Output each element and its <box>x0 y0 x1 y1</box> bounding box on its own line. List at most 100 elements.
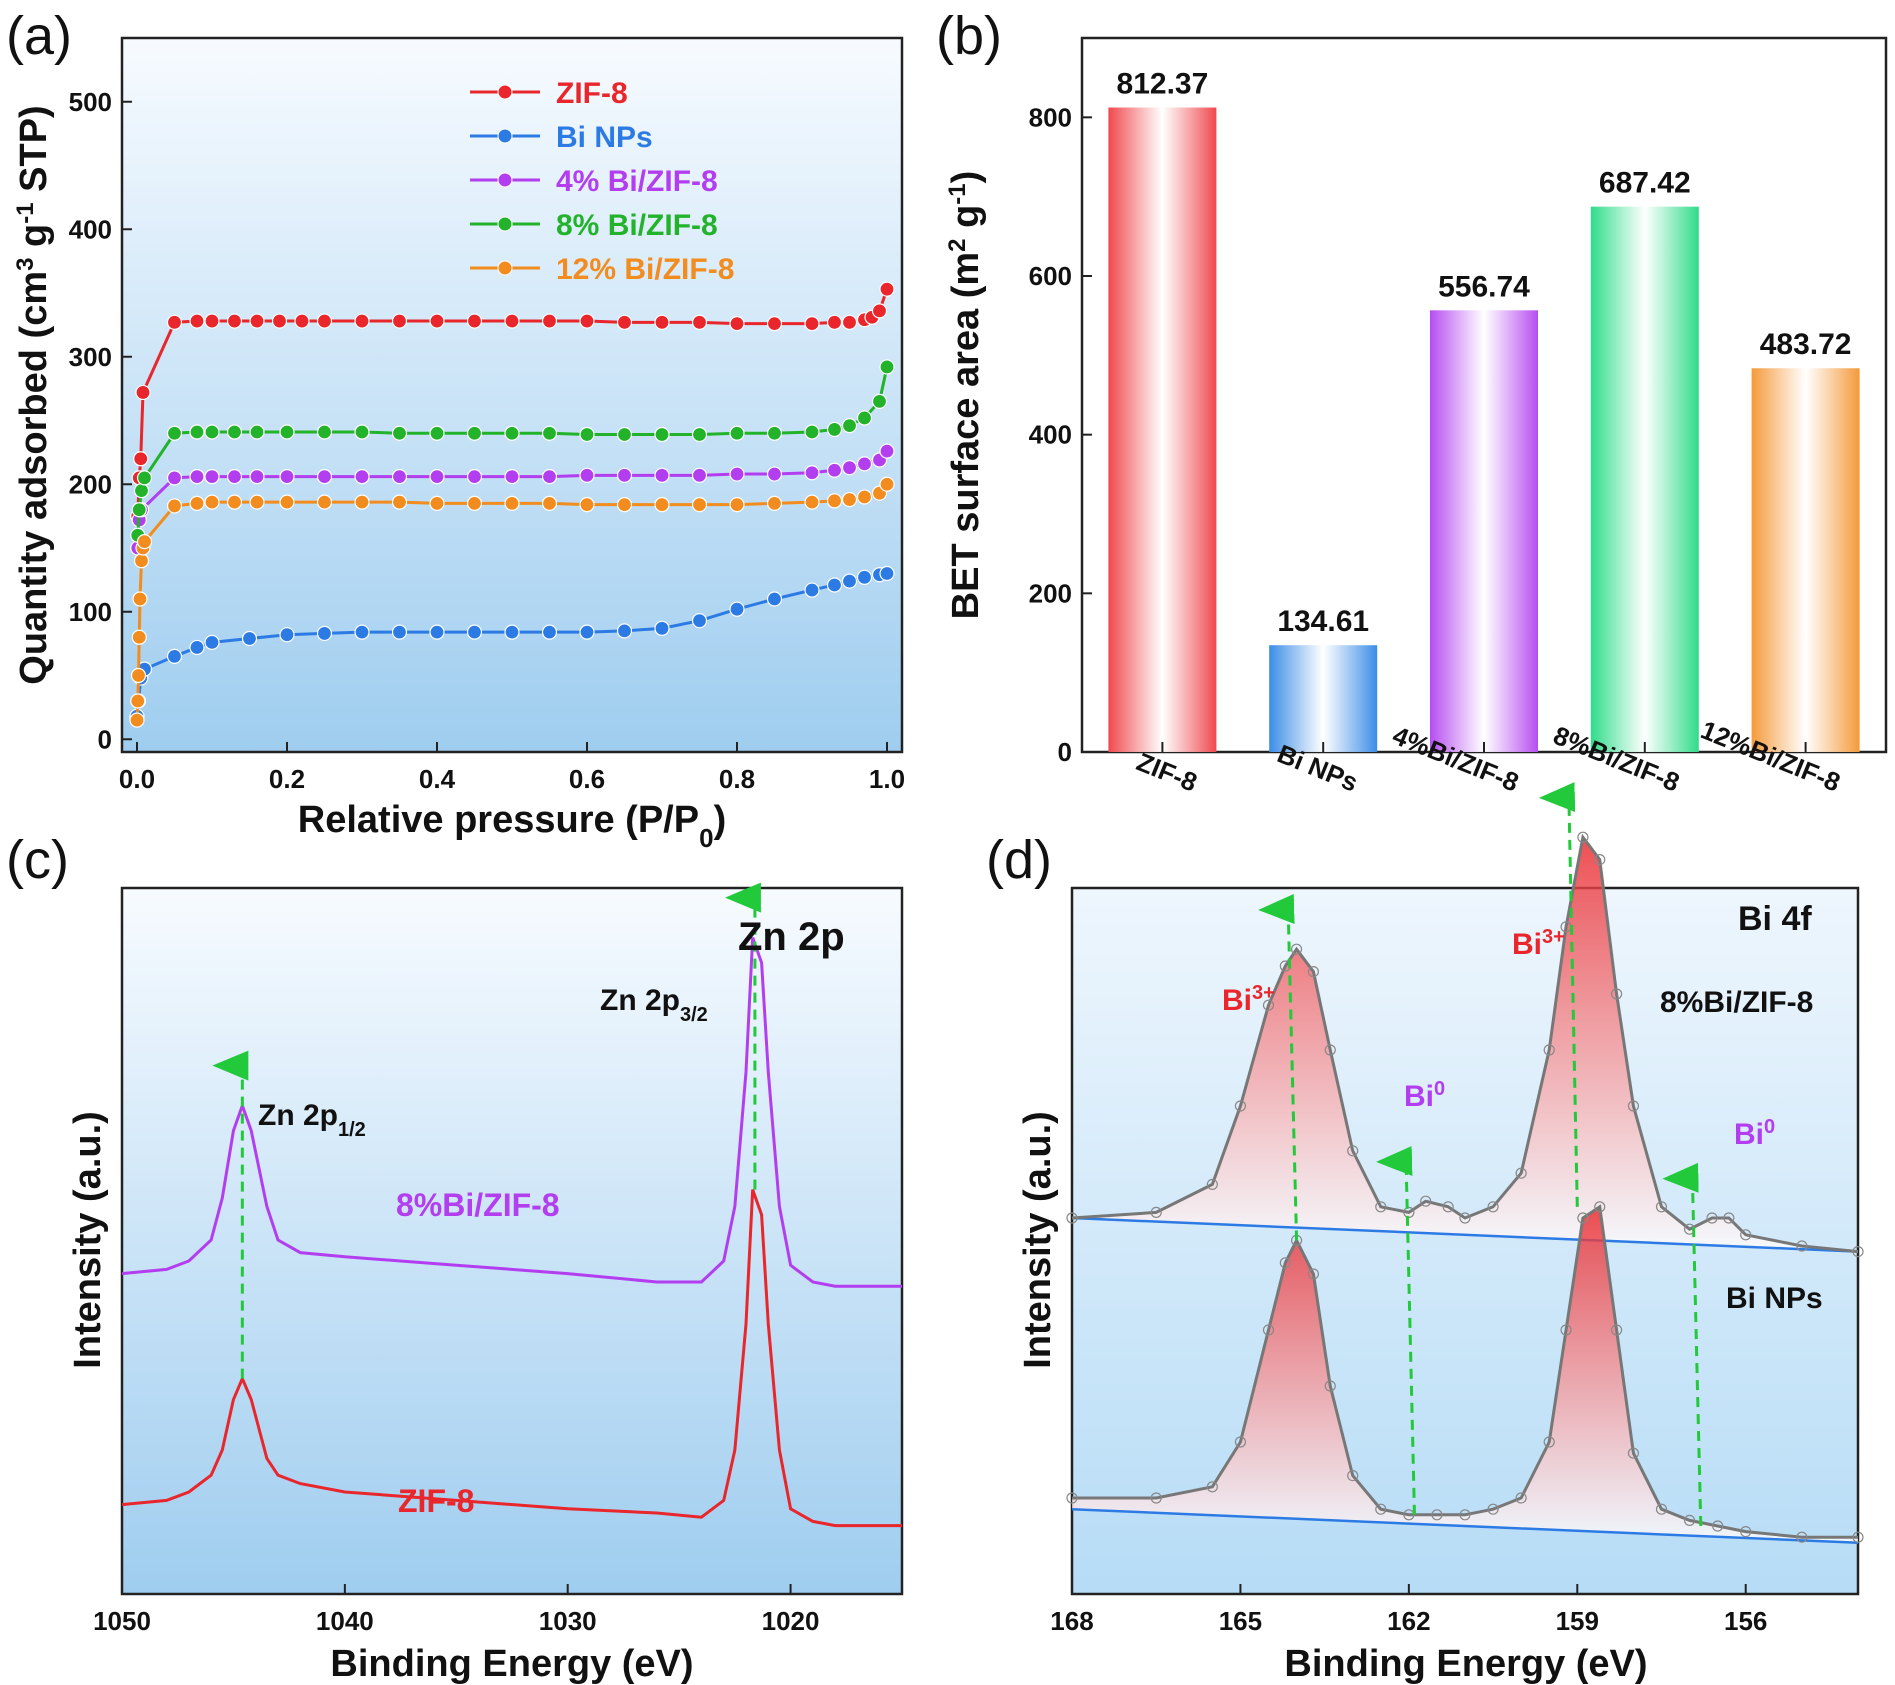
panel-d-x-axis-title: Binding Energy (eV) <box>1284 1643 1647 1685</box>
panel-a-data-point <box>654 497 670 513</box>
panel-d-baseline <box>1071 1507 1859 1545</box>
panel-a-data-point <box>879 565 895 582</box>
panel-a-data-point <box>879 476 895 492</box>
panel-d-data-point <box>1543 1436 1555 1448</box>
panel-d-data-point <box>1706 1212 1718 1224</box>
panel-a-data-point <box>279 627 295 643</box>
panel-d-data-point <box>1577 1212 1589 1224</box>
panel-d-data-point <box>1307 965 1320 978</box>
panel-a-data-point <box>579 426 595 443</box>
panel-a-data-point <box>766 495 783 511</box>
panel-a-data-point <box>133 451 149 467</box>
panel-d-data-point <box>1150 1206 1162 1219</box>
panel-a-data-point <box>466 624 483 640</box>
panel-a-data-point <box>729 601 745 617</box>
panel-b-y-tick-label: 600 <box>1029 261 1072 291</box>
panel-c-zn2p-title: Zn 2p <box>738 915 845 959</box>
panel-a-data-point <box>354 494 370 510</box>
panel-c-y-axis-title: Intensity (a.u.) <box>67 1111 109 1369</box>
panel-a-data-point <box>466 313 483 329</box>
panel-a-data-point <box>132 591 148 607</box>
panel-a-data-point <box>316 494 333 510</box>
panel-a-data-point <box>136 470 153 486</box>
panel-a-data-point <box>130 693 146 709</box>
panel-d-baseline <box>1071 1216 1859 1253</box>
panel-a-data-point <box>279 424 295 440</box>
panel-a-data-point <box>354 624 370 640</box>
panel-a-data-point <box>841 573 858 589</box>
panel-c-x-tick-label: 1040 <box>316 1606 374 1636</box>
panel-d-data-point <box>1324 1044 1336 1056</box>
panel-d-data-point <box>1375 1201 1387 1213</box>
panel-a-data-point <box>316 313 333 329</box>
panel-d-data-point <box>1347 1469 1359 1482</box>
panel-d-sample-label-8bi: 8%Bi/ZIF-8 <box>1660 986 1813 1019</box>
panel-a-x-tick-label: 0.8 <box>719 764 755 794</box>
panel-a-data-point <box>166 425 183 441</box>
panel-a-legend-marker <box>497 84 513 100</box>
panel-a-data-point <box>841 491 858 508</box>
panel-d-x-tick-label: 165 <box>1219 1606 1262 1636</box>
panel-a-data-point <box>729 466 745 482</box>
panel-a-data-point <box>804 465 820 481</box>
panel-a-data-point <box>130 667 147 684</box>
panel-d-data-point <box>1262 999 1275 1011</box>
panel-d-data-point <box>1234 1436 1247 1448</box>
panel-a-data-point <box>466 495 483 511</box>
panel-a-data-point <box>466 469 483 485</box>
panel-a-data-point <box>804 424 820 440</box>
panel-a-data-point <box>729 497 745 513</box>
panel-a-legend-label: ZIF-8 <box>556 77 628 110</box>
panel-d-data-point <box>1307 1268 1320 1280</box>
panel-a-data-point <box>691 314 708 330</box>
panel-a-data-point <box>189 469 205 485</box>
panel-a-data-point <box>316 469 333 485</box>
panel-d-data-point <box>1655 1503 1668 1515</box>
panel-a-y-tick-label: 100 <box>69 597 112 627</box>
panel-d-data-point <box>1655 1201 1668 1213</box>
panel-a-data-point <box>131 629 147 645</box>
panel-a-data-point <box>249 424 265 440</box>
panel-b-bar <box>1751 368 1860 752</box>
panel-a-legend-marker <box>497 172 513 188</box>
panel-d-data-point <box>1459 1509 1471 1521</box>
panel-d-label: (d) <box>986 830 1052 890</box>
panel-d-data-point <box>1262 1324 1275 1336</box>
panel-a-data-point <box>429 313 445 329</box>
panel-d-data-point <box>1594 853 1606 866</box>
panel-a-data-point <box>316 625 333 642</box>
panel-a-data-point <box>729 316 745 332</box>
panel-a-data-point <box>826 462 843 478</box>
panel-a-adsorption-chart: 0.0 0.2 0.4 0.6 0.8 1.0 0 100 200 300 400 500 Relat… <box>12 36 905 853</box>
panel-a-data-point <box>189 639 205 656</box>
panel-d-data-point <box>1066 1212 1078 1224</box>
panel-a-x-tick-label: 0.2 <box>269 764 305 794</box>
panel-a-series-line <box>135 572 888 717</box>
panel-a-data-point <box>135 384 151 401</box>
panel-d-bi3-label-1: Bi3+ <box>1222 982 1275 1017</box>
panel-a-data-point <box>691 613 708 629</box>
panel-d-peak-arrow <box>1662 1162 1703 1527</box>
panel-a-data-point <box>654 426 670 443</box>
panel-a-legend-marker <box>497 260 513 276</box>
panel-a-y-tick-label: 0 <box>98 724 112 754</box>
panel-d-data-point <box>1740 1229 1752 1241</box>
panel-a-data-point <box>466 425 483 441</box>
panel-d-data-point <box>1487 1201 1499 1213</box>
panel-a-data-point <box>204 494 220 510</box>
panel-d-data-point <box>1610 988 1623 1000</box>
panel-d-data-point <box>1594 1201 1606 1213</box>
panel-b-bar <box>1269 645 1378 752</box>
panel-a-data-point <box>136 534 153 550</box>
panel-a-data-point <box>316 424 333 440</box>
panel-d-data-point <box>1206 1481 1218 1493</box>
panel-a-data-point <box>166 314 183 330</box>
panel-a-y-axis-title: Quantity adsorbed (cm3 g-1 STP) <box>12 105 56 684</box>
panel-a-data-point <box>189 495 205 511</box>
panel-a-data-point <box>204 424 220 440</box>
panel-a-data-point <box>691 426 708 443</box>
panel-a-data-point <box>279 469 295 485</box>
panel-a-data-point <box>579 497 595 513</box>
panel-a-data-point <box>226 313 243 329</box>
panel-a-data-point <box>131 502 147 518</box>
